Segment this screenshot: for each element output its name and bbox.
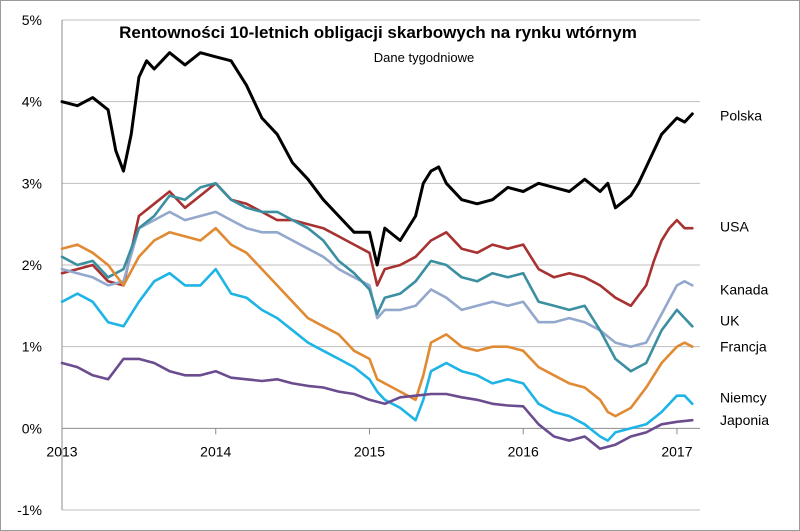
series-label-niemcy: Niemcy [720, 389, 767, 405]
series-line-japonia [60, 357, 694, 451]
series-line-polska [60, 51, 694, 267]
tick-labels: -1% 0% 1% 2% 3% 4% 5% 2013 2014 2015 2016 2017 [17, 12, 693, 518]
y-tick-label: 0% [22, 420, 42, 436]
series-label-uk: UK [720, 313, 740, 329]
chart-subtitle: Dane tygodniowe [374, 50, 474, 65]
series-line-francja [60, 226, 694, 418]
x-tick-label: 2017 [661, 443, 692, 459]
y-tick-label: 2% [22, 257, 42, 273]
series-label-kanada: Kanada [720, 282, 768, 298]
y-tick-label: 1% [22, 339, 42, 355]
series-line-usa [60, 182, 694, 308]
series-labels: Polska USA Kanada UK Francja Niemcy Japonia [720, 108, 769, 429]
y-tick-label: 3% [22, 175, 42, 191]
series-line-niemcy [60, 267, 694, 442]
y-tick-label: -1% [17, 502, 42, 518]
series-label-polska: Polska [720, 108, 762, 124]
x-tick-label: 2013 [46, 443, 77, 459]
gridlines [62, 19, 700, 511]
y-tick-label: 4% [22, 94, 42, 110]
series-lines [60, 51, 694, 451]
series-line-kanada [60, 210, 694, 349]
series-label-japonia: Japonia [720, 412, 769, 428]
series-label-francja: Francja [720, 339, 767, 355]
x-tick-label: 2015 [354, 443, 385, 459]
series-line-uk [60, 182, 694, 373]
x-tick-label: 2014 [200, 443, 231, 459]
chart-title: Rentowności 10-letnich obligacji skarbow… [119, 23, 637, 42]
x-tick-label: 2016 [508, 443, 539, 459]
series-label-usa: USA [720, 219, 749, 235]
y-tick-label: 5% [22, 12, 42, 28]
